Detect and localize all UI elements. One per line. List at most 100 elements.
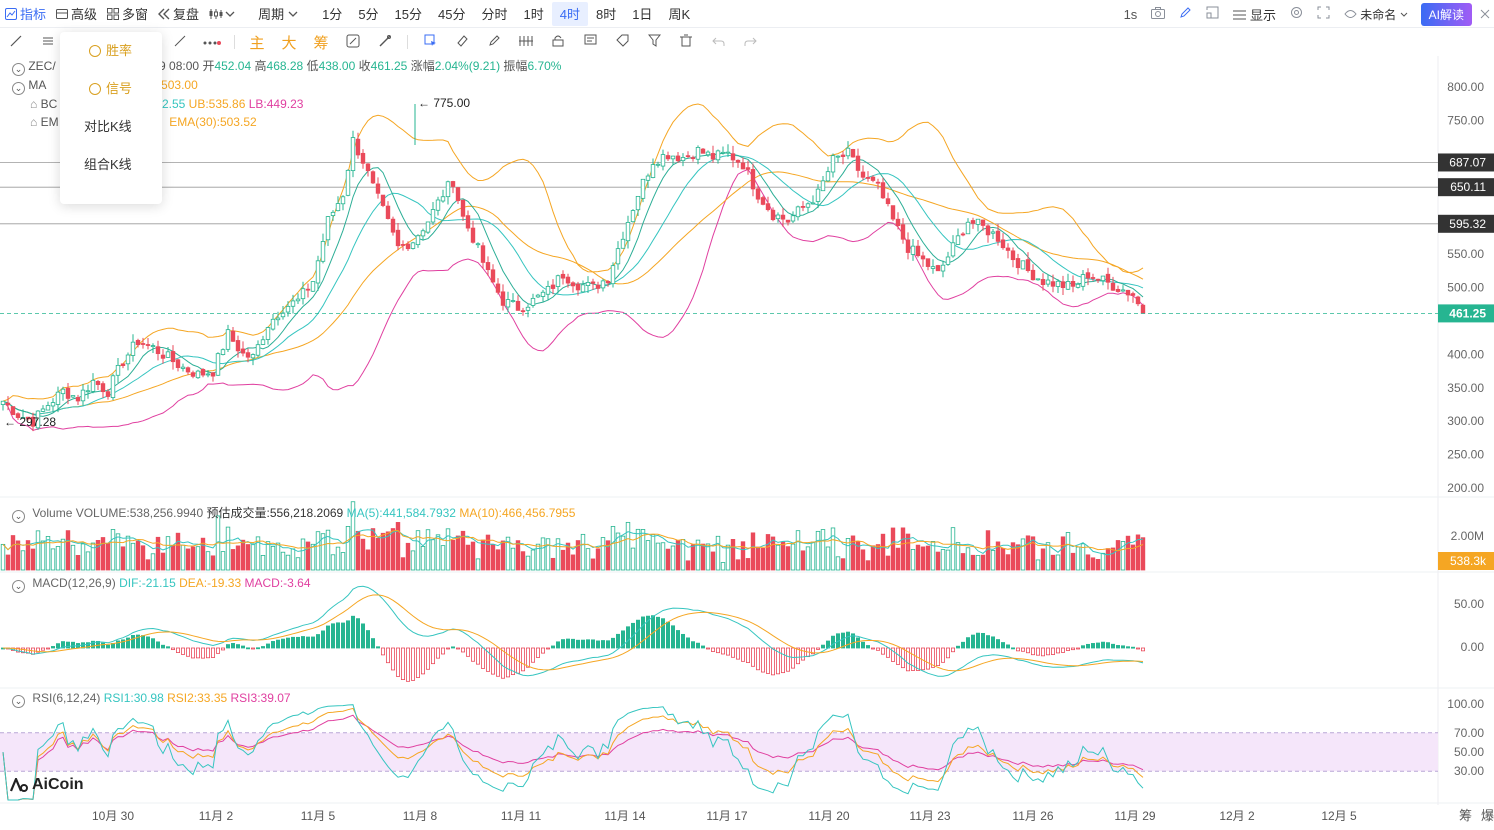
ruler-icon[interactable] [369,34,401,51]
collapse-icon[interactable]: ⌄ [12,82,25,95]
candle [355,132,361,159]
period-tab[interactable]: 45分 [438,7,466,22]
macd-bar [1006,644,1011,649]
trendline-icon[interactable] [0,35,32,50]
volume-bar [540,537,546,571]
measure-icon[interactable] [337,34,369,51]
period-tab[interactable]: 5分 [358,7,379,22]
volume-bar [380,532,386,571]
main-force-tool[interactable]: 主 [249,34,265,52]
undo-icon[interactable] [702,35,734,50]
combo-kline-item[interactable]: 组合K线 [84,157,132,172]
collapse-icon[interactable]: ⌄ [12,63,25,76]
tag-icon[interactable] [606,34,638,50]
collapse-icon[interactable]: ⌄ [12,510,25,523]
trash-icon[interactable] [670,34,702,50]
candle-body [180,366,186,369]
fullscreen-icon[interactable] [1310,6,1337,22]
volume-bar [475,558,481,571]
period-tab[interactable]: 1分 [322,7,343,22]
bell-icon[interactable]: ⌂ [30,97,38,111]
macd-bar [731,647,736,658]
macd-bar [786,647,791,672]
signal-item[interactable]: 信号 [60,70,162,108]
candle [400,240,406,251]
candle-body [620,238,626,249]
volume-bar [910,548,916,571]
pencil-icon[interactable] [1172,6,1199,22]
indicator-button[interactable]: 指标 [0,2,51,26]
candle-body [580,284,586,293]
candle-body [345,169,351,196]
camera-icon[interactable] [1144,6,1172,22]
volume-bar [35,530,41,571]
filter-icon[interactable] [638,34,670,50]
select-icon[interactable] [414,34,446,50]
candle-body [640,178,646,199]
period-tab[interactable]: 1时 [523,7,544,22]
win-rate-item[interactable]: 胜率 [60,32,162,70]
candle [285,301,291,317]
macd-bar [500,647,505,679]
period-tab[interactable]: 15分 [394,7,423,22]
volume-bar [795,530,801,571]
dots-icon[interactable] [196,35,228,50]
multi-window-button[interactable]: 多窗 [102,2,153,26]
period-tab[interactable]: 8时 [595,7,617,22]
period-tab[interactable]: 4时 [551,1,588,26]
macd-bar [150,638,155,649]
bell-icon[interactable]: ⌂ [30,115,38,129]
close-icon[interactable] [1476,7,1494,22]
period-menu-button[interactable]: 周期 [253,2,304,26]
candle-body [665,155,671,160]
advanced-button[interactable]: 高级 [51,2,102,26]
layout-icon[interactable] [1199,6,1226,22]
macd-bar [1091,643,1096,649]
compare-kline-item[interactable]: 对比K线 [84,119,132,134]
large-order-tool[interactable]: 大 [281,34,297,52]
macd-bar [626,626,631,649]
candle [575,281,581,296]
interval-label[interactable]: 1s [1123,6,1138,22]
candle [470,220,476,244]
volume-current-bg [1438,552,1494,570]
macd-bar [215,647,220,654]
collapse-icon[interactable]: ⌄ [12,695,25,708]
drawing-toolbar: 主 大 筹 [0,30,1494,54]
pattern-icon[interactable] [510,35,542,50]
note-icon[interactable] [574,34,606,50]
volume-bar [880,533,886,571]
volume-bar [855,541,861,571]
candle [555,274,561,294]
brush-icon[interactable] [164,35,196,50]
redo-icon[interactable] [734,35,766,50]
lock-icon[interactable] [542,34,574,50]
volume-bar [525,555,531,571]
corner-button[interactable]: 筹 [1459,808,1472,823]
chips-tool[interactable]: 筹 [313,34,329,52]
display-button[interactable]: 显示 [1226,5,1283,24]
period-tab[interactable]: 1日 [632,7,653,22]
macd-bar [121,639,126,649]
layout-name-button[interactable]: 未命名 [1337,6,1415,23]
period-tab[interactable]: 周K [668,7,691,22]
candle [1080,269,1086,291]
volume-bar [165,536,171,571]
candle-body [685,155,691,158]
macd-bar [165,646,170,649]
symbol-label: ZEC/ [28,59,56,73]
candle [160,349,166,364]
magnet-icon[interactable] [478,34,510,50]
gear-icon[interactable] [1283,6,1310,22]
volume-bar [885,555,891,571]
replay-button[interactable]: 复盘 [153,2,204,26]
period-tab[interactable]: 分时 [481,7,508,22]
eraser-icon[interactable] [446,34,478,50]
ai-interpret-button[interactable]: AI解读 [1420,2,1472,26]
candle [540,289,546,302]
corner-button[interactable]: 爆 [1481,808,1494,823]
hline-icon[interactable] [32,35,64,50]
collapse-icon[interactable]: ⌄ [12,580,25,593]
chart-type-button[interactable] [204,2,241,26]
